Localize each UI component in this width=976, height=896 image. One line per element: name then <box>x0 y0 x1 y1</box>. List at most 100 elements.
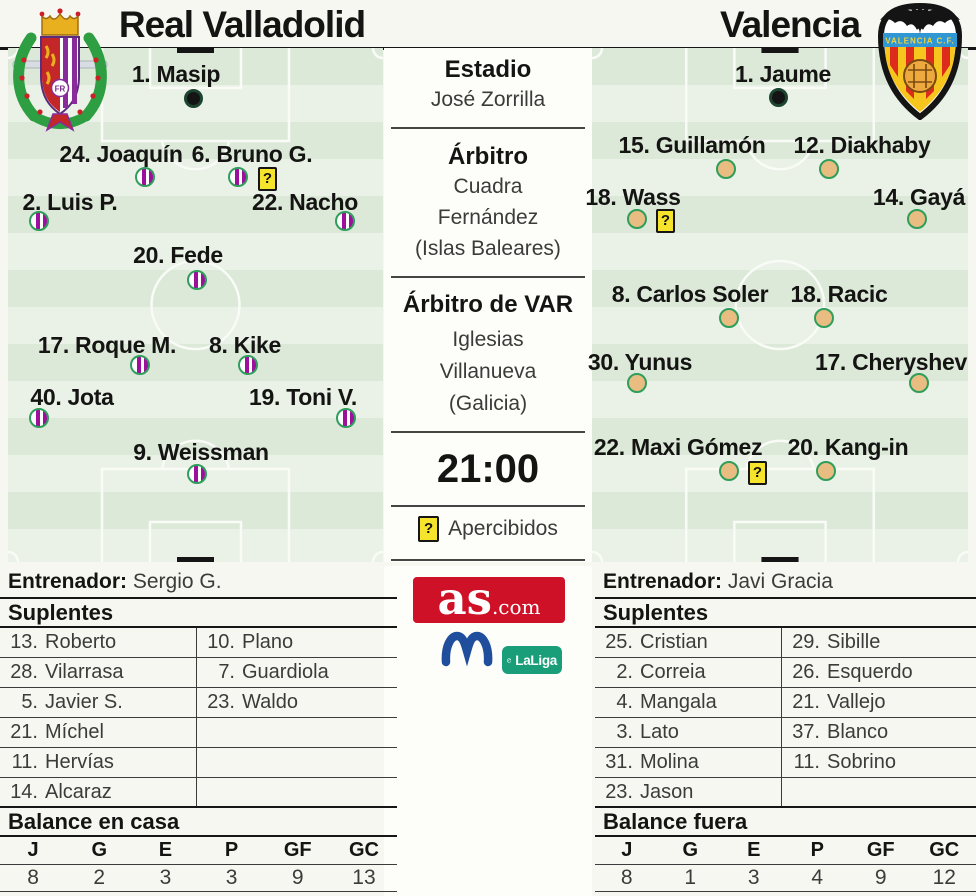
player-marker <box>819 159 839 179</box>
warned-legend-label: Apercibidos <box>448 517 558 540</box>
subs-row: 28. Vilarrasa 7. Guardiola <box>0 658 397 688</box>
sub-name: Sibille <box>827 631 881 653</box>
coach-row: Entrenador: Sergio G. <box>0 566 397 599</box>
player-marker <box>816 461 836 481</box>
subs-row: 13. Roberto 10. Plano <box>0 628 397 658</box>
player-marker <box>719 308 739 328</box>
sub-name: Jason <box>640 781 694 803</box>
divider <box>391 127 585 129</box>
stat-header: GC <box>929 839 960 861</box>
var-name-2: Villanueva <box>439 360 537 383</box>
valencia-band-text: VALENCIA C.F. <box>885 37 954 46</box>
sub-number: 7. <box>218 661 235 683</box>
subs-row: 23. Jason <box>595 778 976 808</box>
player-label: 14. Gayá <box>872 184 966 210</box>
sub-name: Javier S. <box>45 691 123 713</box>
pitch-home: 1. Masip 24. Joaquín 6. Bruno G. ? 2. Lu… <box>8 48 383 562</box>
sub-name: Guardiola <box>242 661 329 683</box>
goalkeeper-marker <box>769 88 788 107</box>
sub-name: Sobrino <box>827 751 896 773</box>
sub-number: 21. <box>792 691 820 713</box>
warned-card-icon: ? <box>258 167 277 191</box>
player-marker <box>187 270 207 290</box>
sub-number: 23. <box>605 781 633 803</box>
stat-value: 13 <box>352 866 376 889</box>
sub-name: Alcaraz <box>45 781 112 803</box>
goal-marks <box>761 48 799 562</box>
divider <box>391 276 585 278</box>
stats-values-row: 8 1 3 4 9 12 <box>595 865 976 892</box>
coach-name: Sergio G. <box>132 570 222 593</box>
sub-name: Molina <box>640 751 699 773</box>
player-marker <box>719 461 739 481</box>
var-name-1: Iglesias <box>452 328 524 351</box>
stat-value: 8 <box>27 866 39 889</box>
sub-number: 37. <box>792 721 820 743</box>
stat-header: G <box>91 839 108 861</box>
player-marker <box>814 308 834 328</box>
logos-panel: as .com LaLiga <box>384 566 592 896</box>
player-label: 17. Roque M. <box>37 332 177 358</box>
sub-number: 4. <box>616 691 633 713</box>
pitch-away: 1. Jaume 15. Guillamón 12. Diakhaby 18. … <box>585 48 968 562</box>
sub-number: 25. <box>605 631 633 653</box>
stat-header: P <box>810 839 824 861</box>
player-marker <box>130 355 150 375</box>
subs-row: 2. Correia 26. Esquerdo <box>595 658 976 688</box>
coach-row: Entrenador: Javi Gracia <box>595 566 976 599</box>
player-label: 8. Kike <box>208 332 282 358</box>
valencia-crest-icon: VALENCIA C.F. <box>877 2 963 120</box>
player-label: 22. Nacho <box>252 189 358 215</box>
player-label: 24. Joaquín <box>59 141 183 167</box>
sub-name: Blanco <box>827 721 889 743</box>
sub-name: Cristian <box>640 631 708 653</box>
sub-number: 13. <box>10 631 38 653</box>
stat-header: J <box>27 839 39 861</box>
warned-card-icon: ? <box>748 461 767 485</box>
laliga-emblem-icon <box>507 657 512 663</box>
player-label: 30. Yunus <box>587 349 693 375</box>
stadium-label: Estadio <box>444 56 532 83</box>
player-marker <box>336 408 356 428</box>
referee-name-2: Fernández <box>437 206 539 229</box>
sub-name: Waldo <box>242 691 298 713</box>
sub-number: 2. <box>616 661 633 683</box>
subs-row: 25. Cristian 29. Sibille <box>595 628 976 658</box>
player-marker <box>238 355 258 375</box>
stats-header-row: J G E P GF GC <box>0 837 397 865</box>
player-label: 8. Carlos Soler <box>611 281 769 307</box>
divider <box>391 431 585 433</box>
player-label: 22. Maxi Gómez <box>593 434 763 460</box>
stat-value: 9 <box>874 866 887 889</box>
stat-value: 3 <box>159 866 172 889</box>
sub-name: Hervías <box>45 751 114 773</box>
player-marker <box>909 373 929 393</box>
player-label: 1. Jaume <box>734 61 832 87</box>
divider <box>391 505 585 507</box>
warned-card-icon: ? <box>418 516 440 542</box>
player-marker <box>627 373 647 393</box>
warned-card-icon: ? <box>656 209 675 233</box>
stadium-name: José Zorrilla <box>430 88 546 111</box>
subs-row: 21. Míchel <box>0 718 397 748</box>
sub-number: 5. <box>21 691 38 713</box>
stats-header-row: J G E P GF GC <box>595 837 976 865</box>
player-label: 40. Jota <box>30 384 114 410</box>
player-label: 19. Toni V. <box>249 384 357 410</box>
player-marker <box>187 464 207 484</box>
goal-marks <box>177 48 214 562</box>
stat-header: GF <box>283 839 312 861</box>
away-panel: Entrenador: Javi Gracia Suplentes 25. Cri… <box>595 566 976 892</box>
sub-name: Vilarrasa <box>45 661 124 683</box>
laliga-logo-text: LaLiga <box>515 652 557 668</box>
stat-header: J <box>621 839 633 861</box>
subs-row: 31. Molina 11. Sobrino <box>595 748 976 778</box>
movistar-logo-icon <box>441 631 493 667</box>
as-com-logo: as .com <box>413 572 565 625</box>
as-logo-domain: .com <box>491 595 541 619</box>
player-label: 6. Bruno G. <box>191 141 313 167</box>
stat-value: 9 <box>291 866 304 889</box>
sub-number: 11. <box>793 751 820 773</box>
as-logo-text: as <box>437 572 492 625</box>
